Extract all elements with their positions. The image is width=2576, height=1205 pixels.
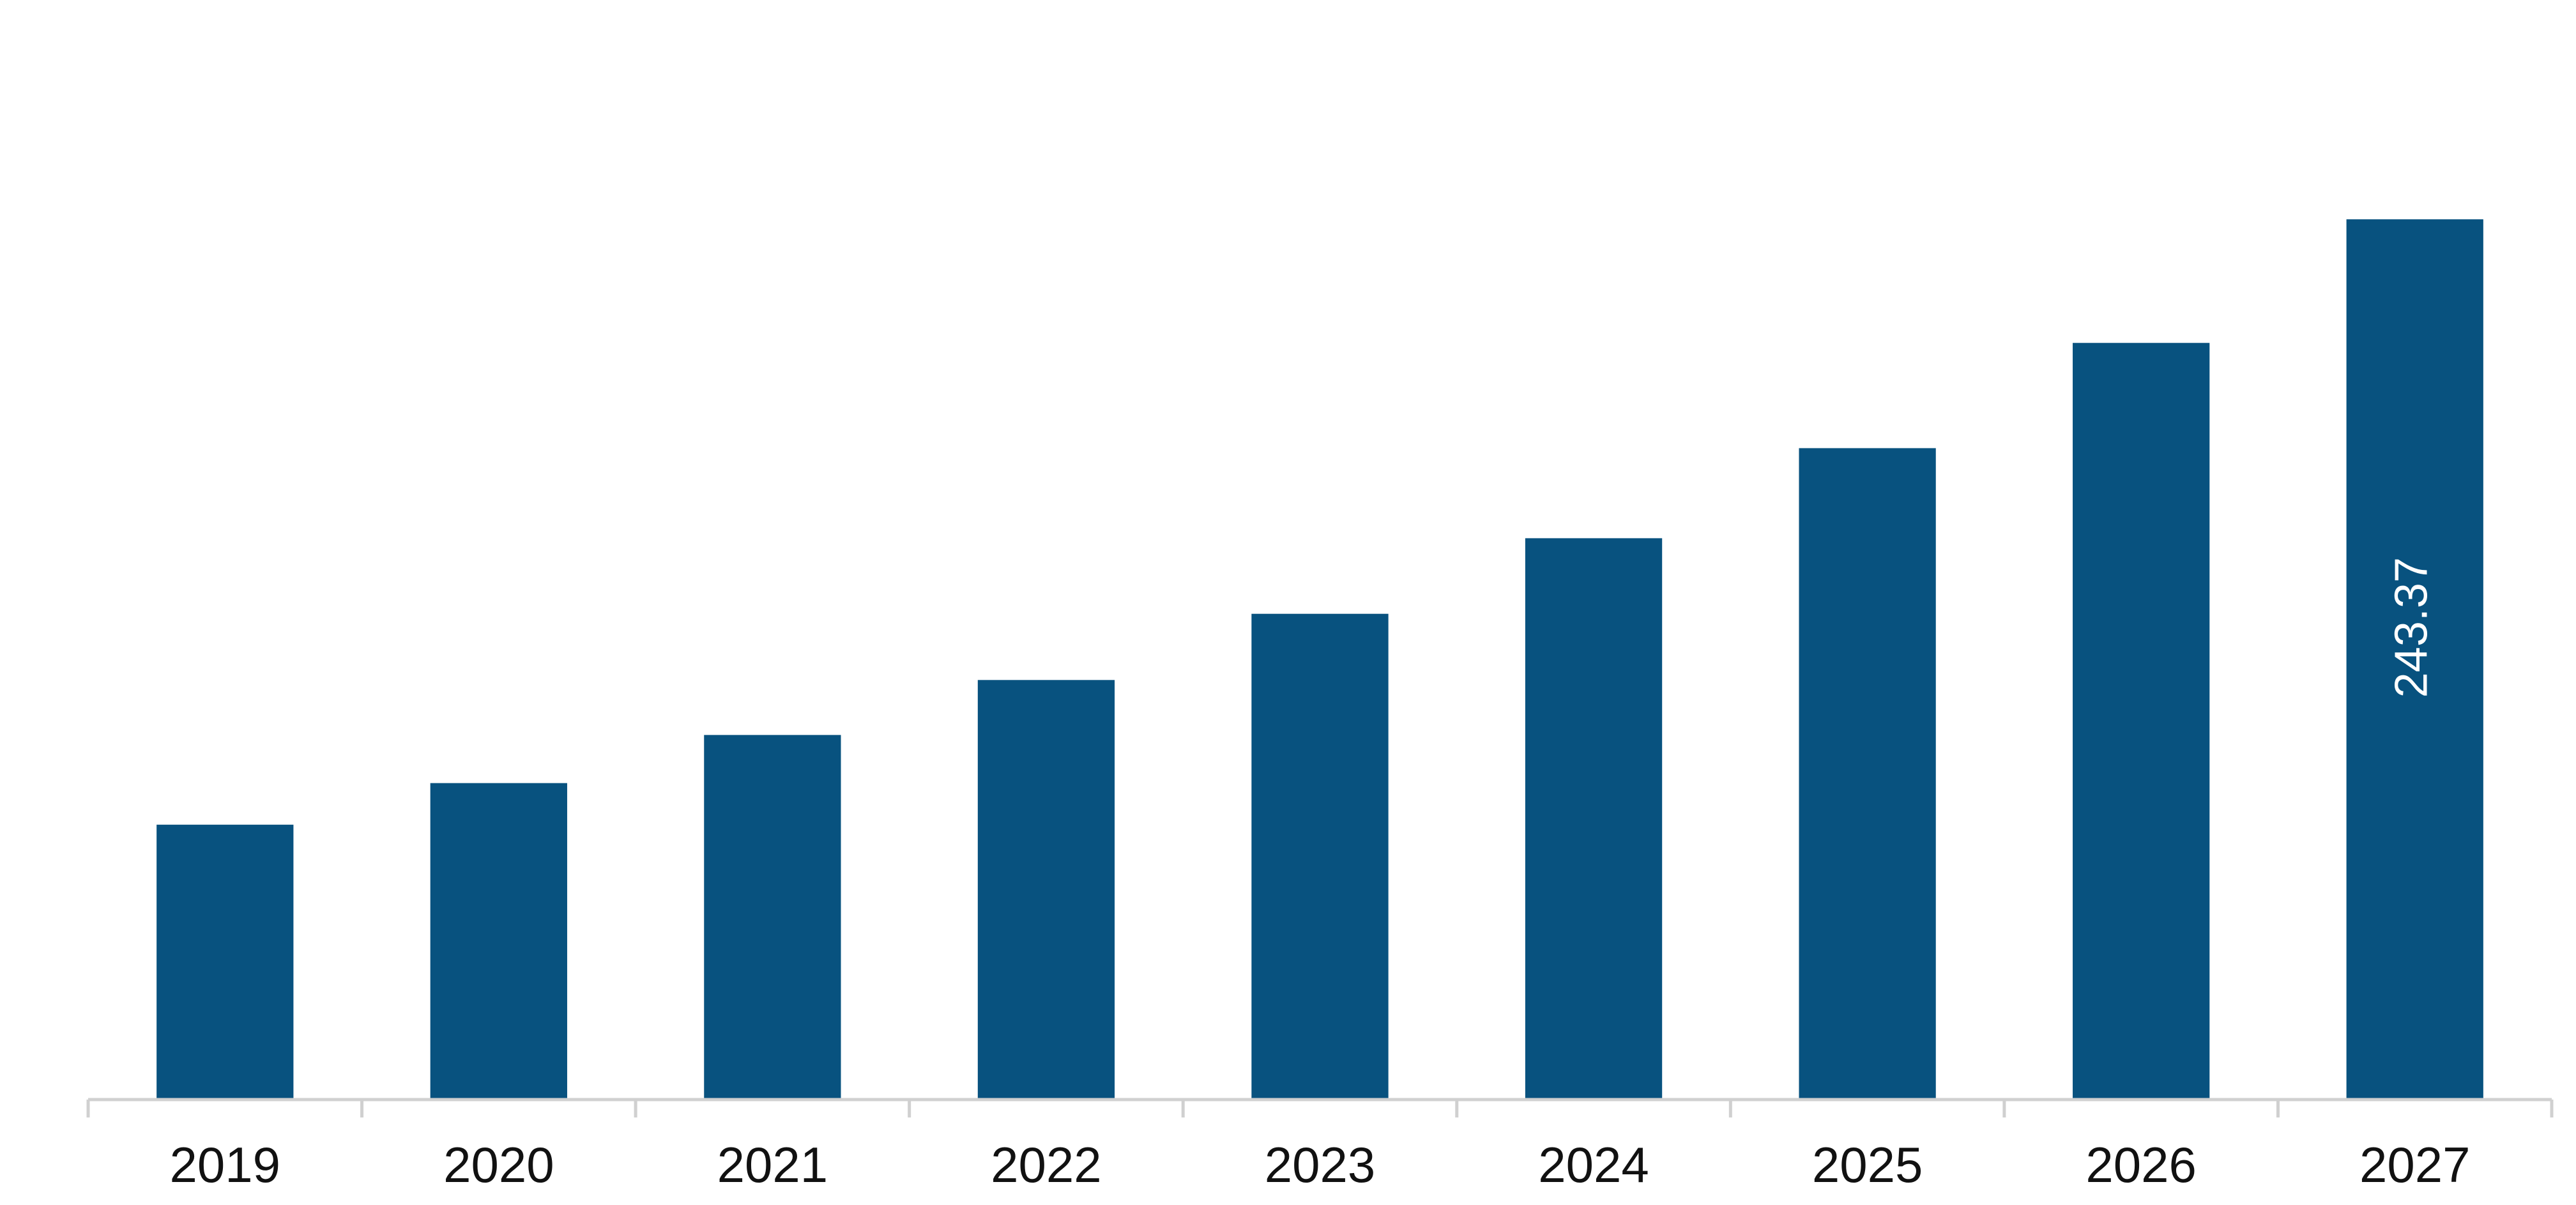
bar-2025 (1799, 448, 1936, 1100)
bar-2019 (156, 824, 294, 1100)
x-tick-label-2020: 2020 (443, 1137, 554, 1193)
x-tick-label-2024: 2024 (1538, 1137, 1649, 1193)
bar-2027 (2346, 219, 2483, 1100)
bar-2023 (1251, 613, 1389, 1100)
bar-2022 (977, 680, 1115, 1100)
x-tick-label-2027: 2027 (2359, 1137, 2471, 1193)
x-tick-label-2021: 2021 (717, 1137, 828, 1193)
bar-2024 (1525, 538, 1663, 1100)
x-tick-label-2019: 2019 (170, 1137, 281, 1193)
bar-2020 (430, 783, 567, 1100)
x-tick-label-2025: 2025 (1812, 1137, 1923, 1193)
x-tick-label-2026: 2026 (2085, 1137, 2197, 1193)
bar-2026 (2073, 342, 2210, 1100)
x-tick-label-2023: 2023 (1265, 1137, 1376, 1193)
data-label-2027: 243.37 (2386, 557, 2437, 698)
bar-2021 (704, 735, 841, 1100)
x-tick-label-2022: 2022 (991, 1137, 1102, 1193)
